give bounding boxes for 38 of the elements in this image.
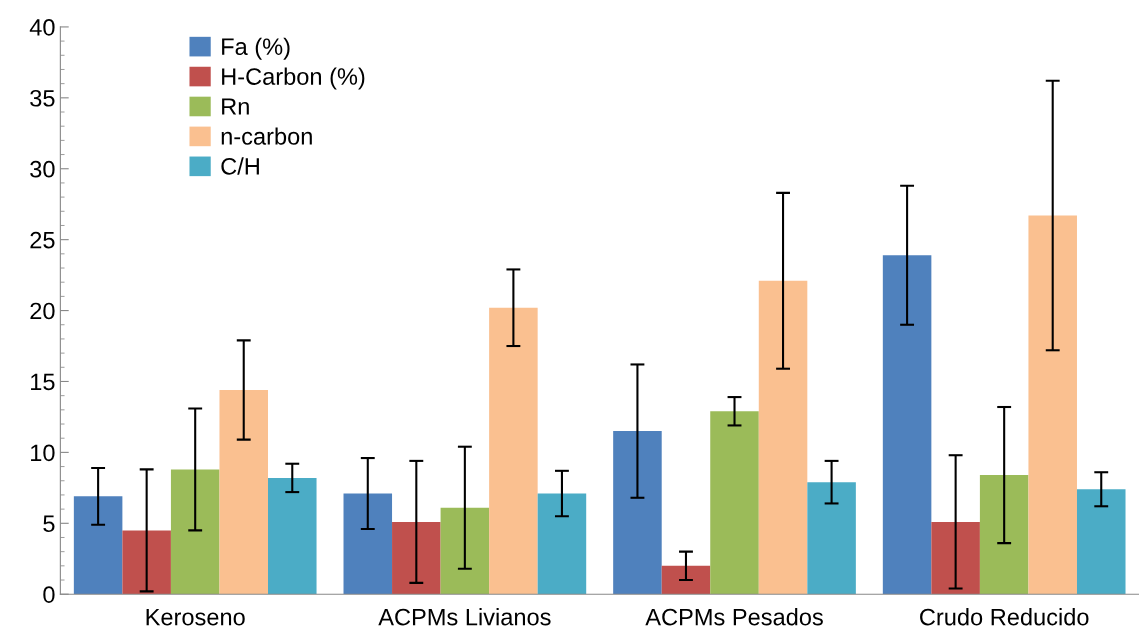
x-tick-label: Crudo Reducido	[920, 608, 1089, 626]
bar	[440, 507, 490, 595]
legend-label: Rn	[222, 98, 249, 115]
bar	[1028, 215, 1077, 595]
x-tick-label: ACPMs Pesados	[645, 608, 823, 626]
bar	[931, 521, 980, 595]
y-tick-label: 10	[31, 444, 55, 462]
bar	[268, 477, 317, 595]
bar	[343, 493, 393, 595]
bar	[613, 431, 662, 595]
y-tick-label: 15	[31, 373, 55, 391]
bar	[537, 493, 587, 595]
y-tick-label: 0	[43, 586, 55, 603]
y-tick-label: 25	[30, 231, 55, 249]
y-tick-label: 30	[30, 160, 55, 178]
x-tick-label: Keroseno	[146, 608, 245, 626]
bar	[392, 521, 441, 595]
bar	[758, 280, 808, 595]
bar	[489, 307, 538, 595]
bar	[170, 469, 220, 595]
bar	[73, 496, 123, 595]
y-tick-label: 20	[30, 302, 55, 320]
bar	[1076, 489, 1126, 595]
bar	[661, 565, 711, 595]
legend-label: n-carbon	[221, 127, 312, 145]
x-tick-label: ACPMs Livianos	[378, 608, 551, 626]
bar	[122, 530, 171, 595]
bar	[882, 255, 932, 595]
legend-label: H-Carbon (%)	[222, 67, 365, 90]
y-tick-label: 35	[30, 89, 55, 107]
legend-label: C/H	[221, 157, 259, 175]
y-tick-label: 40	[29, 18, 55, 36]
bar	[979, 475, 1029, 595]
bar	[710, 411, 759, 595]
bar	[219, 389, 268, 595]
y-tick-label: 5	[43, 515, 55, 533]
bar	[807, 482, 856, 595]
legend-label: Fa (%)	[222, 37, 290, 60]
